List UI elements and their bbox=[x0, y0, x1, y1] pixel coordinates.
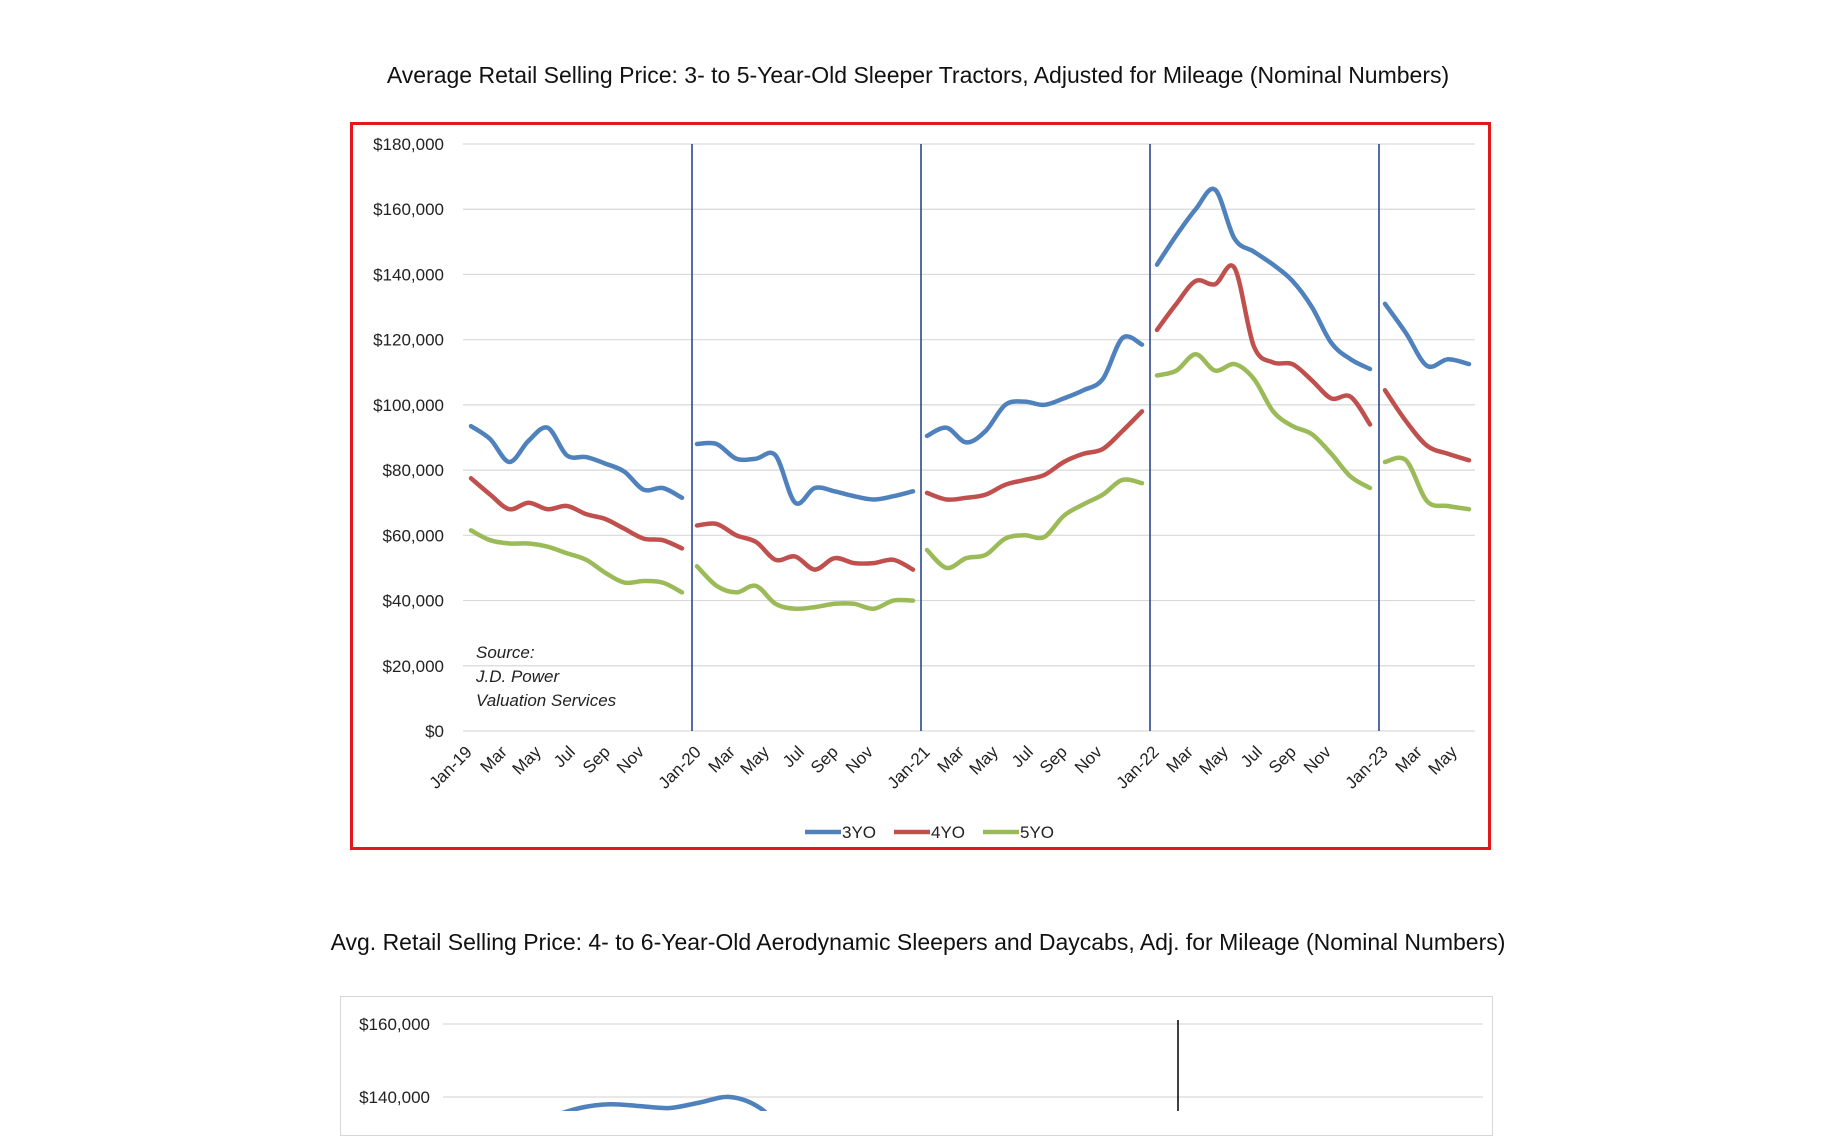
x-tick-label: Mar bbox=[477, 742, 511, 776]
x-tick-label: Nov bbox=[1300, 742, 1335, 777]
y-tick-label: $180,000 bbox=[373, 135, 444, 154]
x-tick-label: Mar bbox=[705, 742, 739, 776]
series-line-4yo bbox=[468, 476, 685, 551]
series-line-4yo bbox=[1382, 387, 1472, 463]
legend-label: 3YO bbox=[842, 823, 876, 842]
series-line-5yo bbox=[1382, 455, 1472, 512]
y-tick-label: $140,000 bbox=[359, 1088, 430, 1107]
price-chart: $180,000 $160,000 $140,000 $120,000 $100,000… bbox=[373, 135, 1475, 842]
y-tick-label: $40,000 bbox=[383, 592, 444, 611]
series-line-4yo bbox=[924, 409, 1145, 502]
chart-title: Average Retail Selling Price: 3- to 5-Ye… bbox=[386, 62, 1450, 88]
x-tick-label: Jul bbox=[779, 742, 808, 771]
charts-canvas: $180,000 $160,000 $140,000 $120,000 $100,000… bbox=[359, 135, 1483, 1111]
second-price-chart: $160,000 $140,000 bbox=[359, 1015, 1483, 1111]
x-tick-label: Jan-19 bbox=[426, 742, 476, 792]
series-line-3yo bbox=[468, 423, 685, 501]
series-line bbox=[561, 1094, 768, 1111]
x-tick-label: Jan-22 bbox=[1113, 742, 1163, 792]
y-tick-label: $120,000 bbox=[373, 331, 444, 350]
series-line-4yo bbox=[1154, 263, 1373, 427]
x-tick-label: Nov bbox=[613, 742, 648, 777]
legend-label: 5YO bbox=[1020, 823, 1054, 842]
y-tick-label: $80,000 bbox=[383, 461, 444, 480]
y-tick-label: $20,000 bbox=[383, 657, 444, 676]
x-tick-label: Nov bbox=[842, 742, 877, 777]
x-tick-label: Sep bbox=[1265, 742, 1300, 777]
y-tick-label: $0 bbox=[425, 722, 444, 741]
x-tick-label: Mar bbox=[1392, 742, 1426, 776]
x-tick-label: May bbox=[1196, 742, 1232, 778]
x-tick-label: Jul bbox=[1008, 742, 1037, 771]
x-tick-label: Nov bbox=[1071, 742, 1106, 777]
x-tick-label: May bbox=[509, 742, 545, 778]
series-line-3yo bbox=[694, 440, 916, 506]
x-tick-label: Jan-23 bbox=[1342, 742, 1392, 792]
y-tick-label: $100,000 bbox=[373, 396, 444, 415]
x-tick-label: Jul bbox=[1237, 742, 1266, 771]
y-tick-label: $160,000 bbox=[359, 1015, 430, 1034]
y-tick-label: $160,000 bbox=[373, 200, 444, 219]
series-line-4yo bbox=[694, 521, 916, 572]
x-tick-label: Jan-21 bbox=[884, 742, 934, 792]
second-chart-title: Avg. Retail Selling Price: 4- to 6-Year-… bbox=[330, 929, 1506, 955]
series-line-3yo bbox=[924, 334, 1145, 445]
legend-label: 4YO bbox=[931, 823, 965, 842]
series-line-5yo bbox=[1154, 352, 1373, 491]
source-annotation: Valuation Services bbox=[476, 691, 617, 710]
x-tick-label: Mar bbox=[934, 742, 968, 776]
highlight-frame bbox=[350, 122, 1491, 850]
series-line-3yo bbox=[1154, 186, 1373, 372]
source-annotation: Source: bbox=[476, 643, 535, 662]
x-tick-label: Sep bbox=[807, 742, 842, 777]
y-tick-label: $60,000 bbox=[383, 526, 444, 545]
x-tick-label: Sep bbox=[1036, 742, 1071, 777]
x-tick-label: Sep bbox=[579, 742, 614, 777]
x-tick-label: Mar bbox=[1163, 742, 1197, 776]
y-tick-label: $140,000 bbox=[373, 265, 444, 284]
x-tick-label: May bbox=[737, 742, 773, 778]
series-line-5yo bbox=[924, 477, 1145, 571]
series-line-3yo bbox=[1382, 301, 1472, 370]
source-annotation: J.D. Power bbox=[475, 667, 560, 686]
x-tick-label: Jul bbox=[550, 742, 579, 771]
series-line-5yo bbox=[694, 564, 916, 612]
x-tick-label: May bbox=[966, 742, 1002, 778]
x-tick-label: May bbox=[1425, 742, 1461, 778]
series-line-5yo bbox=[468, 528, 685, 595]
x-tick-label: Jan-20 bbox=[655, 742, 705, 792]
